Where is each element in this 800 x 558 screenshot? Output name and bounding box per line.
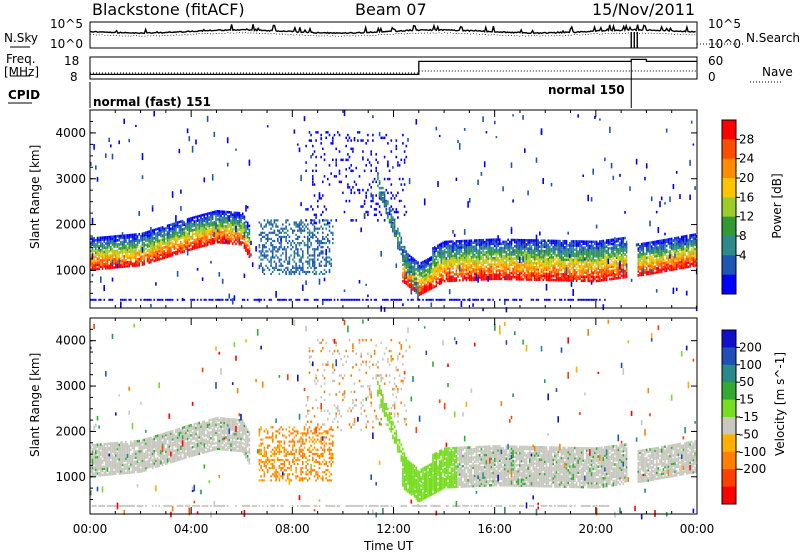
velocity-heatmap-data <box>90 318 698 519</box>
power-y-tick-label: 3000 <box>55 172 86 186</box>
power-colorbar-segment <box>722 197 736 217</box>
x-tick-label: 16:00 <box>477 522 512 536</box>
power-colorbar-tick-label: 12 <box>739 210 754 224</box>
nsearch-line <box>90 33 696 37</box>
velocity-colorbar-segment <box>722 347 736 365</box>
power-colorbar-tick-label: 20 <box>739 171 754 185</box>
power-colorbar-tick-label: 28 <box>739 132 754 146</box>
velocity-colorbar-tick-label: -50 <box>739 427 759 441</box>
x-tick-label: 12:00 <box>376 522 411 536</box>
x-tick-label: 00:00 <box>73 522 108 536</box>
velocity-colorbar-label: Velocity [m s^-1] <box>774 360 786 456</box>
power-y-tick-label: 2000 <box>55 218 86 232</box>
nave-tick-bottom: 0 <box>708 71 716 83</box>
power-y-axis-label: Slant Range [km] <box>29 159 41 249</box>
power-colorbar-segment <box>722 178 736 198</box>
power-colorbar-tick-label: 24 <box>739 152 754 166</box>
velocity-colorbar-segment <box>722 330 736 348</box>
nsearch-label: N.Search <box>746 32 800 44</box>
power-colorbar-tick-label: 4 <box>739 248 747 262</box>
x-tick-label: 20:00 <box>579 522 614 536</box>
power-y-tick-label: 1000 <box>55 263 86 277</box>
velocity-colorbar-tick-label: 100 <box>739 358 762 372</box>
velocity-colorbar-tick-label: -100 <box>739 445 766 459</box>
x-tick-label: 00:00 <box>680 522 715 536</box>
nave-tick-top: 60 <box>708 55 723 67</box>
velocity-y-tick-label: 4000 <box>55 334 86 348</box>
nsearch-tick-bottom: 10^0 <box>708 38 741 50</box>
power-colorbar-segment <box>722 217 736 237</box>
velocity-colorbar-segment <box>722 434 736 452</box>
cpid-label: CPID <box>8 89 40 101</box>
velocity-colorbar-tick-label: 200 <box>739 340 762 354</box>
x-tick-label: 04:00 <box>174 522 209 536</box>
power-colorbar-tick-label: 8 <box>739 229 747 243</box>
velocity-colorbar-segment <box>722 365 736 383</box>
power-colorbar-segment <box>722 120 736 140</box>
power-colorbar-label: Power [dB] <box>771 166 783 246</box>
x-axis-label: Time UT <box>364 540 413 552</box>
nsky-panel-frame <box>90 22 697 48</box>
power-y-tick-label: 4000 <box>55 126 86 140</box>
velocity-colorbar-tick-label: 15 <box>739 393 754 407</box>
velocity-colorbar-tick-label: -200 <box>739 462 766 476</box>
power-colorbar-segment <box>722 159 736 179</box>
power-heatmap-data <box>90 110 698 312</box>
station-title: Blackstone (fitACF) <box>92 2 245 18</box>
velocity-y-axis-label: Slant Range [km] <box>29 367 41 457</box>
velocity-colorbar-segment <box>722 469 736 487</box>
velocity-colorbar-segment <box>722 417 736 435</box>
velocity-y-tick-label: 3000 <box>55 379 86 393</box>
power-colorbar-segment <box>722 275 736 295</box>
nave-label: Nave <box>762 66 793 78</box>
freq-panel-frame <box>90 57 697 79</box>
power-colorbar-segment <box>722 139 736 159</box>
freq-tick-bottom: 8 <box>70 71 78 83</box>
velocity-y-tick-label: 1000 <box>55 470 86 484</box>
x-tick-label: 08:00 <box>275 522 310 536</box>
nsky-tick-bottom: 10^0 <box>50 38 83 50</box>
velocity-colorbar-segment <box>722 452 736 470</box>
freq-unit-label: [MHz] <box>4 66 39 78</box>
nsky-tick-top: 10^5 <box>50 18 83 30</box>
velocity-colorbar-segment <box>722 382 736 400</box>
freq-label: Freq. <box>6 53 36 65</box>
cpid-mode-2: normal 150 <box>548 84 625 96</box>
velocity-colorbar-segment <box>722 400 736 418</box>
nsky-line <box>90 24 696 33</box>
power-colorbar-tick-label: 16 <box>739 190 754 204</box>
date-title: 15/Nov/2011 <box>592 2 695 18</box>
freq-tick-top: 18 <box>64 55 79 67</box>
freq-line <box>90 59 697 74</box>
velocity-colorbar-tick-label: 50 <box>739 375 754 389</box>
nsearch-tick-top: 10^5 <box>708 18 741 30</box>
beam-title: Beam 07 <box>355 2 427 18</box>
cpid-mode-1: normal (fast) 151 <box>93 96 211 108</box>
power-colorbar-segment <box>722 255 736 275</box>
velocity-y-tick-label: 2000 <box>55 424 86 438</box>
velocity-colorbar-segment <box>722 487 736 505</box>
power-colorbar-segment <box>722 236 736 256</box>
nsky-label: N.Sky <box>4 32 38 44</box>
velocity-colorbar-tick-label: -15 <box>739 410 759 424</box>
